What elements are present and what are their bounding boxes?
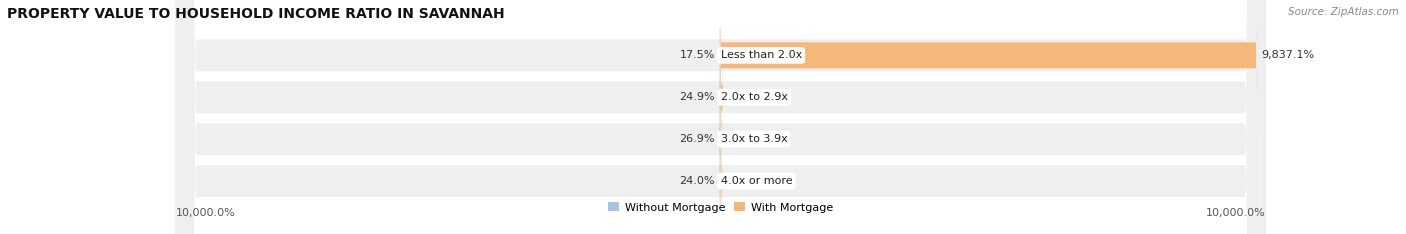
- Text: PROPERTY VALUE TO HOUSEHOLD INCOME RATIO IN SAVANNAH: PROPERTY VALUE TO HOUSEHOLD INCOME RATIO…: [7, 7, 505, 21]
- Text: Less than 2.0x: Less than 2.0x: [721, 50, 801, 60]
- Text: 26.9%: 26.9%: [679, 134, 714, 144]
- FancyBboxPatch shape: [721, 0, 1257, 234]
- Text: 2.0x to 2.9x: 2.0x to 2.9x: [721, 92, 787, 102]
- FancyBboxPatch shape: [176, 0, 1265, 234]
- Text: 26.7%: 26.7%: [727, 176, 762, 186]
- Text: 10,000.0%: 10,000.0%: [176, 208, 235, 218]
- Text: 24.9%: 24.9%: [679, 92, 714, 102]
- Text: 42.6%: 42.6%: [727, 92, 762, 102]
- Text: 17.5%: 17.5%: [681, 50, 716, 60]
- Text: 4.0x or more: 4.0x or more: [721, 176, 792, 186]
- Text: 9,837.1%: 9,837.1%: [1261, 50, 1315, 60]
- Text: Source: ZipAtlas.com: Source: ZipAtlas.com: [1288, 7, 1399, 17]
- Text: 13.8%: 13.8%: [725, 134, 761, 144]
- Text: 10,000.0%: 10,000.0%: [1206, 208, 1265, 218]
- FancyBboxPatch shape: [176, 0, 1265, 234]
- Text: 3.0x to 3.9x: 3.0x to 3.9x: [721, 134, 787, 144]
- Legend: Without Mortgage, With Mortgage: Without Mortgage, With Mortgage: [603, 198, 838, 217]
- FancyBboxPatch shape: [176, 0, 1265, 234]
- FancyBboxPatch shape: [718, 0, 721, 234]
- FancyBboxPatch shape: [721, 0, 723, 234]
- FancyBboxPatch shape: [176, 0, 1265, 234]
- Text: 24.0%: 24.0%: [679, 176, 714, 186]
- FancyBboxPatch shape: [721, 0, 723, 234]
